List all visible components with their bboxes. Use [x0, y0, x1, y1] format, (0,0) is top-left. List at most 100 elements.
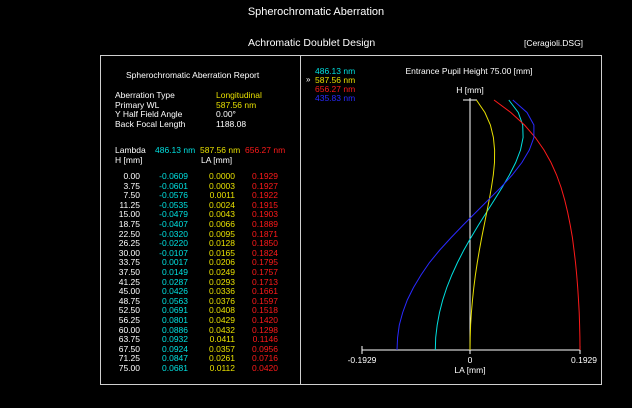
la-587-cell: 0.0043: [209, 209, 235, 220]
wl-header-656: 656.27 nm: [245, 145, 286, 155]
la-656-cell: 0.1903: [252, 209, 278, 220]
column-h: 0.00 3.75 7.50 11.25 15.00 18.75 22.50 26.25 30.…: [110, 171, 140, 373]
legend-entry: 656.27 nm: [315, 84, 355, 94]
la-656-cell: 0.0716: [252, 353, 278, 364]
la-486-cell: 0.0924: [162, 343, 188, 354]
la-486-cell: -0.0107: [159, 247, 188, 258]
la-587-cell: 0.0011: [209, 190, 235, 201]
la-587-cell: 0.0376: [209, 295, 235, 306]
h-cell: 7.50: [123, 190, 140, 201]
la-656-cell: 0.1518: [252, 305, 278, 316]
label-primary-wl: Primary WL: [115, 99, 160, 110]
la-656-cell: 0.1824: [252, 247, 278, 258]
x-tick-label-zero: 0: [468, 355, 473, 365]
series-line-587: [469, 99, 496, 351]
la-486-cell: 0.0017: [162, 257, 188, 268]
h-cell: 0.00: [123, 171, 140, 181]
la-587-cell: 0.0357: [209, 343, 235, 354]
x-tick-label-min: -0.1929: [348, 355, 377, 365]
series-line-435: [396, 99, 535, 351]
la-656-cell: 0.1597: [252, 295, 278, 306]
la-656-cell: 0.1420: [252, 314, 278, 325]
value-aberration-type: Longitudinal: [216, 90, 262, 100]
h-cell: 3.75: [123, 180, 140, 191]
panel-divider: [300, 55, 301, 385]
la-486-cell: 0.0681: [162, 362, 188, 373]
h-cell: 56.25: [118, 314, 140, 325]
la-587-cell: 0.0000: [209, 171, 235, 181]
h-cell: 37.50: [118, 266, 140, 277]
la-656-cell: 0.1889: [252, 218, 278, 229]
la-656-cell: 0.1757: [252, 266, 278, 277]
value-bfl: 1188.08: [216, 118, 247, 129]
chart-title: Entrance Pupil Height 75.00 [mm]: [405, 66, 532, 76]
la-486-cell: 0.0886: [162, 324, 188, 335]
la-587-cell: 0.0408: [209, 305, 235, 316]
y-axis-label: H [mm]: [456, 85, 483, 95]
legend-marker: »: [306, 75, 311, 84]
x-axis-label: LA [mm]: [454, 365, 485, 375]
la-486-cell: 0.0691: [162, 305, 188, 316]
la-656-cell: 0.1927: [252, 180, 278, 191]
report-frame: [100, 55, 602, 385]
column-la-656: 0.1929 0.1927 0.1922 0.1915 0.1903 0.1889 0.18…: [240, 171, 278, 373]
h-cell: 11.25: [119, 199, 140, 210]
value-half-field: 0.00°: [216, 109, 236, 119]
la-486-cell: 0.0149: [162, 266, 188, 277]
legend-entry: 587.56 nm: [315, 75, 355, 85]
wl-header-587: 587.56 nm: [200, 145, 241, 155]
series-line-486: [434, 99, 524, 351]
value-primary-wl: 587.56 nm: [216, 99, 257, 110]
window-title: Spherochromatic Aberration: [247, 6, 385, 18]
la-587-cell: 0.0411: [209, 334, 235, 345]
h-cell: 18.75: [118, 218, 140, 229]
h-cell: 52.50: [118, 305, 140, 316]
la-656-cell: 0.1713: [252, 276, 278, 287]
lambda-label: Lambda: [115, 145, 146, 155]
la-486-cell: -0.0576: [159, 190, 188, 201]
series-line-656: [493, 99, 581, 351]
h-cell: 60.00: [118, 324, 140, 335]
la-486-cell: -0.0320: [159, 228, 188, 239]
h-cell: 41.25: [118, 276, 140, 287]
legend-entry: 486.13 nm: [315, 66, 355, 76]
la-587-cell: 0.0429: [209, 314, 235, 325]
la-587-cell: 0.0336: [209, 286, 235, 297]
la-656-cell: 0.1146: [252, 334, 278, 345]
la-587-cell: 0.0095: [209, 228, 235, 239]
column-la-486: -0.0609 -0.0601 -0.0576 -0.0535 -0.0479 -0.04…: [150, 171, 188, 373]
la-587-cell: 0.0003: [209, 180, 235, 191]
h-cell: 30.00: [118, 247, 140, 258]
file-tag: [Ceragioli.DSG]: [524, 38, 584, 48]
la-656-cell: 0.1850: [252, 238, 278, 249]
label-half-field: Y Half Field Angle: [115, 109, 183, 119]
h-cell: 22.50: [118, 228, 140, 239]
h-cell: 67.50: [118, 343, 140, 354]
la-587-cell: 0.0432: [209, 324, 235, 335]
wl-header-486: 486.13 nm: [155, 145, 196, 155]
la-656-cell: 0.1795: [252, 257, 278, 268]
la-486-cell: -0.0609: [159, 171, 188, 181]
la-656-cell: 0.1929: [252, 171, 278, 181]
la-486-cell: 0.0563: [162, 295, 188, 306]
la-486-cell: 0.0801: [162, 314, 188, 325]
la-656-cell: 0.1922: [252, 190, 278, 201]
design-subtitle: Achromatic Doublet Design: [248, 37, 376, 49]
h-cell: 71.25: [118, 353, 140, 364]
h-cell: 48.75: [118, 295, 140, 306]
la-587-cell: 0.0112: [209, 362, 235, 373]
la-587-cell: 0.0066: [209, 218, 235, 229]
x-tick-label-max: 0.1929: [571, 355, 597, 365]
la-587-cell: 0.0293: [209, 276, 235, 287]
label-aberration-type: Aberration Type: [115, 90, 175, 100]
la-486-cell: 0.0847: [162, 353, 188, 364]
la-656-cell: 0.1915: [252, 199, 278, 210]
la-486-cell: 0.0426: [162, 286, 188, 297]
la-486-cell: 0.0287: [162, 276, 188, 287]
h-cell: 33.75: [118, 257, 140, 268]
la-656-cell: 0.0420: [252, 362, 278, 373]
la-656-cell: 0.0956: [252, 343, 278, 354]
column-la-587: 0.0000 0.0003 0.0011 0.0024 0.0043 0.0066 0.00…: [197, 171, 235, 373]
la-587-cell: 0.0128: [209, 238, 235, 249]
